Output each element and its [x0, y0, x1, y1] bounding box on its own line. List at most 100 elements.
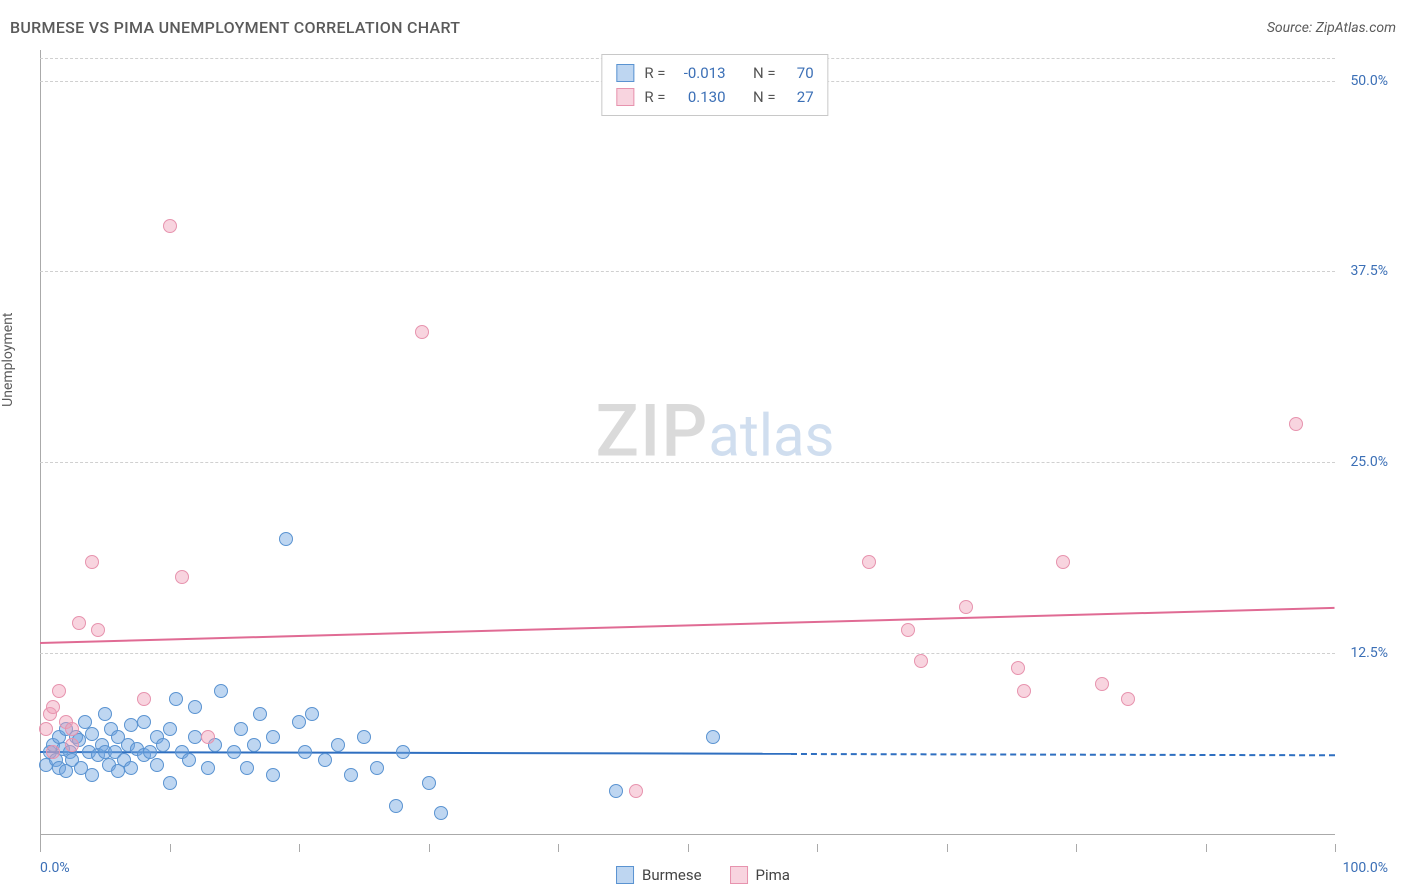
data-point-pima — [65, 722, 79, 736]
stats-r-label: R = — [644, 61, 665, 85]
legend-bottom: Burmese Pima — [616, 866, 790, 884]
data-point-burmese — [182, 753, 196, 767]
data-point-burmese — [247, 738, 261, 752]
data-point-pima — [415, 325, 429, 339]
x-tick — [1335, 844, 1336, 852]
x-tick — [1076, 844, 1077, 852]
stats-n-value: 70 — [786, 61, 814, 85]
trend-line-pima — [40, 607, 1335, 644]
y-tick-label: 12.5% — [1350, 645, 1388, 661]
data-point-pima — [137, 692, 151, 706]
data-point-burmese — [124, 718, 138, 732]
chart-container: BURMESE VS PIMA UNEMPLOYMENT CORRELATION… — [0, 0, 1406, 892]
data-point-burmese — [85, 768, 99, 782]
trend-line-burmese — [791, 753, 1335, 756]
data-point-burmese — [163, 722, 177, 736]
data-point-burmese — [137, 715, 151, 729]
legend-swatch — [730, 866, 748, 884]
data-point-pima — [175, 570, 189, 584]
data-point-burmese — [396, 745, 410, 759]
x-tick — [817, 844, 818, 852]
gridline — [40, 271, 1335, 272]
data-point-burmese — [266, 730, 280, 744]
data-point-pima — [46, 745, 60, 759]
chart-area: ZIPatlas 12.5%25.0%37.5%50.0%0.0%100.0% … — [40, 50, 1390, 844]
data-point-burmese — [370, 761, 384, 775]
legend-swatch — [616, 866, 634, 884]
data-point-pima — [65, 738, 79, 752]
data-point-burmese — [163, 776, 177, 790]
data-point-pima — [1017, 684, 1031, 698]
stats-r-value: 0.130 — [676, 85, 726, 109]
chart-title: BURMESE VS PIMA UNEMPLOYMENT CORRELATION… — [10, 18, 460, 37]
data-point-pima — [1056, 555, 1070, 569]
data-point-burmese — [706, 730, 720, 744]
data-point-burmese — [292, 715, 306, 729]
watermark-zip: ZIP — [596, 389, 709, 474]
data-point-burmese — [331, 738, 345, 752]
data-point-pima — [1121, 692, 1135, 706]
data-point-burmese — [240, 761, 254, 775]
legend-label: Pima — [756, 866, 790, 884]
watermark: ZIPatlas — [596, 389, 835, 474]
data-point-pima — [85, 555, 99, 569]
stats-n-label: N = — [753, 85, 776, 109]
stats-n-value: 27 — [786, 85, 814, 109]
data-point-pima — [1011, 661, 1025, 675]
data-point-burmese — [201, 761, 215, 775]
x-tick — [170, 844, 171, 852]
legend-swatch — [616, 88, 634, 106]
stats-row-burmese: R =-0.013 N =70 — [616, 61, 813, 85]
data-point-burmese — [188, 700, 202, 714]
y-axis-label: Unemployment — [0, 313, 16, 407]
gridline — [40, 462, 1335, 463]
gridline — [40, 653, 1335, 654]
data-point-pima — [163, 219, 177, 233]
y-tick-label: 37.5% — [1350, 263, 1388, 279]
x-tick — [40, 844, 41, 852]
x-tick-label: 0.0% — [40, 860, 70, 876]
x-axis-line — [40, 834, 1335, 844]
data-point-pima — [52, 684, 66, 698]
plot-region: ZIPatlas 12.5%25.0%37.5%50.0%0.0%100.0% — [40, 50, 1390, 844]
data-point-burmese — [389, 799, 403, 813]
data-point-burmese — [279, 532, 293, 546]
data-point-pima — [39, 722, 53, 736]
data-point-pima — [629, 784, 643, 798]
data-point-burmese — [357, 730, 371, 744]
stats-legend-box: R =-0.013 N =70R = 0.130 N = 27 — [601, 54, 828, 116]
stats-row-pima: R = 0.130 N = 27 — [616, 85, 813, 109]
data-point-burmese — [234, 722, 248, 736]
legend-label: Burmese — [642, 866, 702, 884]
data-point-burmese — [124, 761, 138, 775]
x-tick — [947, 844, 948, 852]
source-credit: Source: ZipAtlas.com — [1267, 20, 1396, 36]
data-point-pima — [914, 654, 928, 668]
watermark-atlas: atlas — [708, 403, 834, 471]
stats-r-label: R = — [644, 85, 665, 109]
legend-item-burmese: Burmese — [616, 866, 702, 884]
data-point-burmese — [188, 730, 202, 744]
x-tick — [299, 844, 300, 852]
data-point-burmese — [422, 776, 436, 790]
data-point-pima — [901, 623, 915, 637]
data-point-pima — [46, 700, 60, 714]
x-tick — [688, 844, 689, 852]
data-point-burmese — [305, 707, 319, 721]
legend-item-pima: Pima — [730, 866, 790, 884]
data-point-burmese — [298, 745, 312, 759]
data-point-pima — [91, 623, 105, 637]
data-point-burmese — [169, 692, 183, 706]
data-point-pima — [72, 616, 86, 630]
data-point-burmese — [214, 684, 228, 698]
data-point-burmese — [156, 738, 170, 752]
data-point-burmese — [227, 745, 241, 759]
data-point-burmese — [150, 758, 164, 772]
y-tick-label: 50.0% — [1350, 73, 1388, 89]
data-point-pima — [201, 730, 215, 744]
header-row: BURMESE VS PIMA UNEMPLOYMENT CORRELATION… — [10, 18, 1396, 37]
data-point-burmese — [609, 784, 623, 798]
data-point-burmese — [266, 768, 280, 782]
data-point-pima — [1289, 417, 1303, 431]
data-point-pima — [959, 600, 973, 614]
